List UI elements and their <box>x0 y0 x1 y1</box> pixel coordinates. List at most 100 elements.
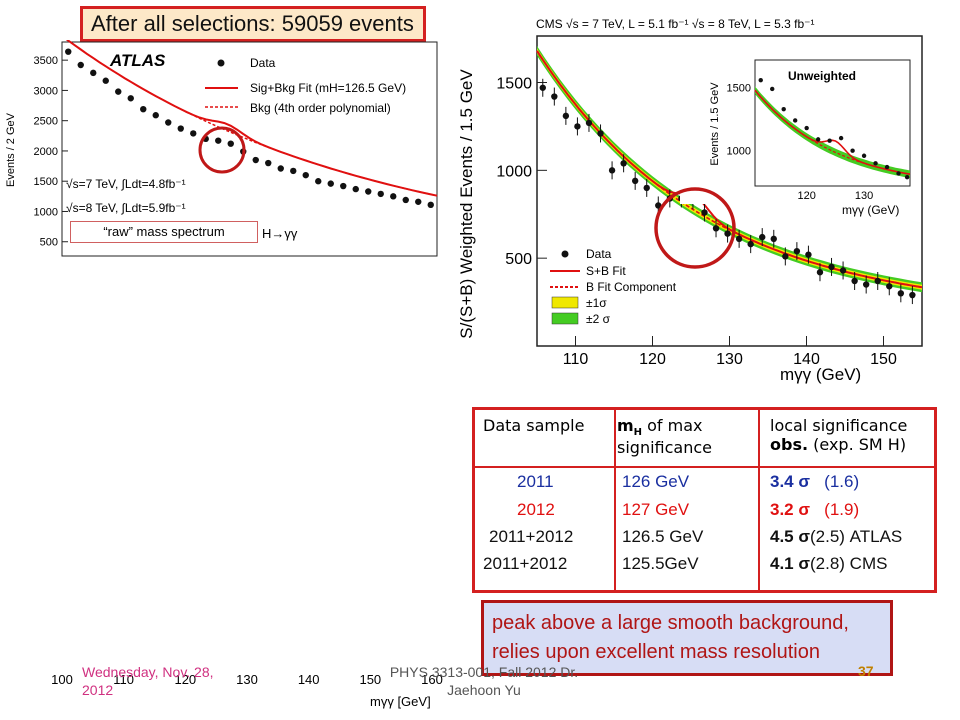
row-significance: 3.2 σ (1.9) <box>758 500 936 528</box>
row-sig-value: 4.5 σ <box>770 527 810 547</box>
cms-inset-ylabel: Events / 1.5 GeV <box>709 82 721 166</box>
cms-xtick-label: 120 <box>639 351 666 368</box>
cms-data-point <box>805 251 812 258</box>
atlas-data-point <box>252 156 259 164</box>
cms-data-point <box>539 84 546 91</box>
table-row: 2011 126 GeV 3.4 σ (1.6) <box>474 466 936 501</box>
significance-table: Data sample mH of max significance local… <box>472 407 937 593</box>
row-sample: 2011+2012 <box>489 527 574 547</box>
header-sig-bold: obs. <box>770 435 809 454</box>
atlas-data-point <box>165 119 172 126</box>
cms-data-point <box>724 230 731 237</box>
header-mass-sub: H <box>633 427 643 439</box>
cms-inset-xlabel: mγγ (GeV) <box>842 203 899 217</box>
cms-data-point <box>643 184 650 192</box>
atlas-data-point <box>277 165 284 172</box>
cms-inset-plot: 120 130 1500 1000 <box>727 77 911 202</box>
cms-inset-data-point <box>884 164 890 170</box>
table-row: 2011+2012 126.5 GeV 4.5 σ(2.5) ATLAS <box>474 527 936 555</box>
cms-data-point <box>562 112 570 120</box>
cms-data-point <box>793 247 801 255</box>
table-header-significance: local significance obs. (exp. SM H) <box>758 408 936 467</box>
atlas-xtick-label: 140 <box>298 672 320 687</box>
atlas-xaxis-fragment: 100 110 120 130 140 150 160 mγγ [GeV] <box>51 672 443 709</box>
row-significance: 4.1 σ(2.8) CMS <box>758 554 936 592</box>
cms-peak-circle <box>654 187 736 269</box>
cms-data-point <box>597 130 604 137</box>
cms-legend-1sigma: ±1σ <box>586 296 607 310</box>
atlas-lumi-8tev: √s=8 TeV, ∫Ldt=5.9fb⁻¹ <box>66 201 186 215</box>
cms-data-point <box>747 240 754 248</box>
cms-data-point <box>782 253 789 260</box>
row-significance: 3.4 σ (1.6) <box>758 466 936 501</box>
atlas-data-point <box>265 159 272 167</box>
cms-data-point <box>585 119 593 127</box>
table-row: 2011+2012 125.5GeV 4.1 σ(2.8) CMS <box>474 554 936 592</box>
atlas-data-point <box>402 196 409 204</box>
cms-data-point <box>886 283 893 290</box>
row-mass: 126 GeV <box>614 466 759 501</box>
atlas-legend-data-marker <box>217 59 225 67</box>
atlas-xtick-label: 120 <box>174 672 196 687</box>
footer-page-number: 37 <box>858 663 874 679</box>
atlas-data-point <box>215 137 222 144</box>
atlas-lumi-7tev: √s=7 TeV, ∫Ldt=4.8fb⁻¹ <box>66 177 186 191</box>
atlas-legend-fit: Sig+Bkg Fit (mH=126.5 GeV) <box>250 81 406 95</box>
cms-data-point <box>735 235 743 243</box>
cms-inset-frame <box>754 59 911 187</box>
cms-legend-2sigma-swatch <box>551 312 579 325</box>
atlas-ytick-label: 1000 <box>34 206 58 218</box>
cms-data-point <box>770 235 777 243</box>
atlas-frame <box>61 41 438 257</box>
cms-data-point <box>851 277 858 285</box>
atlas-data-point <box>127 95 134 102</box>
cms-data-point <box>655 202 662 209</box>
row-mass: 125.5GeV <box>614 554 759 592</box>
header-sample-text: Data sample <box>483 416 585 435</box>
atlas-data-point <box>352 185 359 193</box>
atlas-data-point <box>177 125 184 132</box>
cms-axes: 110 120 130 140 150 1500 1000 500 <box>496 76 897 369</box>
row-mass: 126.5 GeV <box>614 527 759 555</box>
cms-data-point <box>620 160 627 167</box>
cms-header: CMS √s = 7 TeV, L = 5.1 fb⁻¹ √s = 8 TeV,… <box>536 17 814 31</box>
atlas-data-point <box>115 88 122 95</box>
cms-inset-ytick-label: 1000 <box>727 146 751 158</box>
cms-data-point <box>759 233 766 241</box>
cms-data-point <box>909 291 916 299</box>
atlas-points <box>65 48 434 209</box>
atlas-data-point <box>190 130 197 137</box>
cms-inset-band <box>755 86 910 178</box>
cms-inset-data-point <box>804 125 809 131</box>
cms-inset-data-point <box>781 106 786 112</box>
cms-xlabel: mγγ (GeV) <box>780 365 861 384</box>
cms-inset-data-point <box>827 138 832 143</box>
cms-inset-data-point <box>873 161 878 166</box>
cms-data-point <box>862 281 870 288</box>
cms-inset-data-point <box>850 148 855 153</box>
atlas-data-point <box>377 190 384 198</box>
row-sig-exp: (2.8) CMS <box>810 554 888 574</box>
atlas-ylabel: Events / 2 GeV <box>5 112 17 187</box>
table-header-mass: mH of max significance <box>614 408 759 467</box>
cms-xtick-label: 130 <box>716 351 743 368</box>
header-mass-m: m <box>617 416 634 435</box>
header-mass-rest: of max <box>642 416 703 435</box>
cms-inset-data-point <box>815 137 821 142</box>
cms-inset-data-point <box>770 86 775 92</box>
row-sample: 2011 <box>517 471 554 491</box>
cms-inset-data-point <box>792 118 798 123</box>
atlas-channel: H→γγ <box>262 226 298 241</box>
cms-legend-data-marker <box>561 250 569 258</box>
cms-legend-2sigma: ±2 σ <box>586 312 611 326</box>
atlas-logo: ATLAS <box>109 51 166 70</box>
cms-data-point <box>839 267 847 274</box>
atlas-data-point <box>77 61 84 69</box>
cms-chart: CMS √s = 7 TeV, L = 5.1 fb⁻¹ √s = 8 TeV,… <box>457 17 923 384</box>
cms-data-point <box>631 177 639 185</box>
atlas-data-point <box>90 69 97 77</box>
atlas-data-point <box>290 167 297 175</box>
cms-inset-sb-curve <box>754 89 911 175</box>
atlas-data-point <box>390 193 397 200</box>
cms-legend-b: B Fit Component <box>586 280 677 294</box>
